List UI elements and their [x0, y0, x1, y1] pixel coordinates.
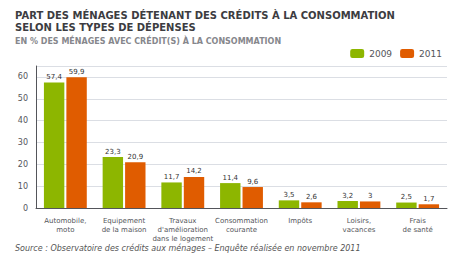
svg-text:de santé: de santé — [402, 226, 432, 234]
svg-text:Source : Observatoire des créd: Source : Observatoire des crédits aux mé… — [15, 243, 361, 253]
svg-text:11,7: 11,7 — [164, 173, 180, 181]
svg-text:dans le logement: dans le logement — [152, 235, 213, 243]
svg-text:57,4: 57,4 — [46, 73, 62, 81]
svg-text:moto: moto — [56, 226, 74, 234]
svg-text:Loisirs,: Loisirs, — [347, 217, 371, 225]
svg-text:1,7: 1,7 — [423, 195, 434, 203]
svg-text:2011: 2011 — [419, 49, 442, 59]
svg-text:3,2: 3,2 — [342, 192, 353, 200]
svg-text:2009: 2009 — [369, 49, 392, 59]
svg-text:SELON LES TYPES DE DÉPENSES: SELON LES TYPES DE DÉPENSES — [15, 21, 196, 33]
svg-text:59,9: 59,9 — [69, 68, 85, 76]
svg-text:d'amélioration: d'amélioration — [158, 226, 209, 234]
svg-text:0: 0 — [23, 204, 28, 213]
svg-text:40: 40 — [18, 116, 28, 125]
svg-text:11,4: 11,4 — [222, 174, 238, 182]
svg-text:Consommation: Consommation — [215, 217, 268, 225]
svg-text:Travaux: Travaux — [168, 217, 196, 225]
svg-text:3: 3 — [368, 192, 372, 200]
svg-text:PART DES MÉNAGES DÉTENANT DES: PART DES MÉNAGES DÉTENANT DES CRÉDITS À … — [15, 9, 395, 21]
svg-text:30: 30 — [18, 138, 28, 147]
svg-text:Impôts: Impôts — [288, 217, 312, 225]
svg-text:2,6: 2,6 — [306, 193, 318, 201]
svg-text:14,2: 14,2 — [186, 167, 202, 175]
svg-text:de la maison: de la maison — [102, 226, 147, 234]
svg-text:50: 50 — [18, 94, 28, 103]
svg-text:EN % DES MÉNAGES AVEC CRÉDIT(S: EN % DES MÉNAGES AVEC CRÉDIT(S) À LA CON… — [15, 35, 281, 46]
svg-text:9,6: 9,6 — [247, 178, 259, 186]
svg-text:20,9: 20,9 — [128, 153, 144, 161]
svg-text:vacances: vacances — [343, 226, 376, 234]
svg-text:Equipement: Equipement — [103, 217, 146, 225]
svg-text:60: 60 — [18, 72, 28, 81]
svg-text:23,3: 23,3 — [105, 148, 121, 156]
svg-text:10: 10 — [18, 182, 28, 191]
svg-text:Automobile,: Automobile, — [44, 217, 86, 225]
svg-text:2,5: 2,5 — [401, 193, 412, 201]
svg-text:3,5: 3,5 — [283, 191, 294, 199]
svg-text:courante: courante — [226, 226, 257, 234]
svg-text:Frais: Frais — [410, 217, 427, 225]
svg-text:20: 20 — [18, 160, 28, 169]
